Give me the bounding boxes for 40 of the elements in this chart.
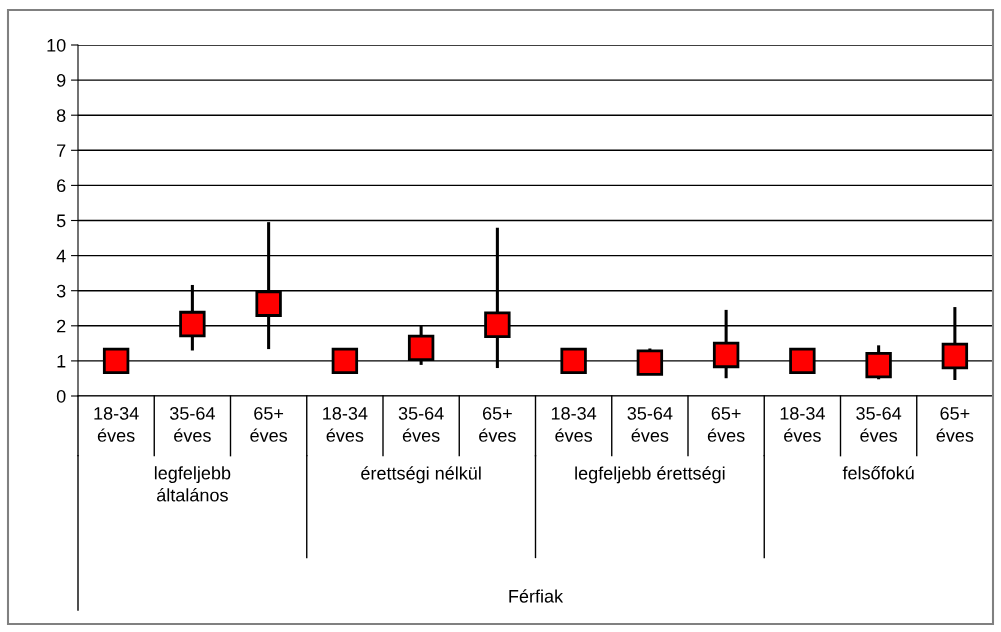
y-tick-label: 2 (57, 319, 66, 333)
y-tick-label: 7 (57, 144, 66, 157)
text: felsőfokú (842, 465, 914, 480)
y-tick-label: 4 (56, 249, 66, 263)
text: Férfiak (509, 589, 564, 603)
point (789, 347, 816, 375)
y-tick-label: 8 (56, 109, 66, 122)
x-tick-label: 18-34 éves (551, 407, 597, 442)
x-tick-label: 65+ éves (707, 407, 745, 442)
y-tick-label: 1 (57, 355, 66, 368)
x-tick-label: 65+ éves (479, 407, 516, 442)
point (712, 341, 740, 369)
x-tick-label: 65+ éves (936, 407, 974, 442)
point (636, 349, 664, 376)
x-tick-label: 18-34 éves (780, 407, 825, 442)
text: legfeljebb érettségi (575, 466, 725, 484)
point (407, 334, 435, 362)
y-tick-label: 6 (57, 179, 66, 193)
text: érettségi nélkül (361, 466, 481, 484)
y-tick-label: 5 (56, 214, 66, 228)
y-tick-label: 3 (56, 284, 66, 298)
point (102, 347, 130, 375)
point (255, 290, 282, 317)
x-tick-label: 35-64 éves (169, 407, 215, 442)
y-tick-label: 10 (47, 38, 66, 52)
point (331, 347, 359, 375)
point (560, 347, 587, 375)
x-tick-label: 35-64 éves (398, 407, 444, 442)
x-tick-label: 65+ éves (250, 407, 288, 442)
x-tick-label: 18-34 éves (94, 407, 139, 442)
text: legfeljebb általános (154, 466, 231, 502)
point (484, 311, 511, 338)
point (941, 342, 969, 370)
x-tick-label: 35-64 éves (856, 407, 902, 442)
y-tick-label: 0 (56, 389, 66, 403)
x-tick-label: 35-64 éves (627, 407, 673, 442)
x-tick-label: 18-34 éves (323, 407, 368, 442)
y-tick-label: 9 (57, 74, 66, 87)
point (865, 351, 892, 379)
point (179, 310, 206, 338)
